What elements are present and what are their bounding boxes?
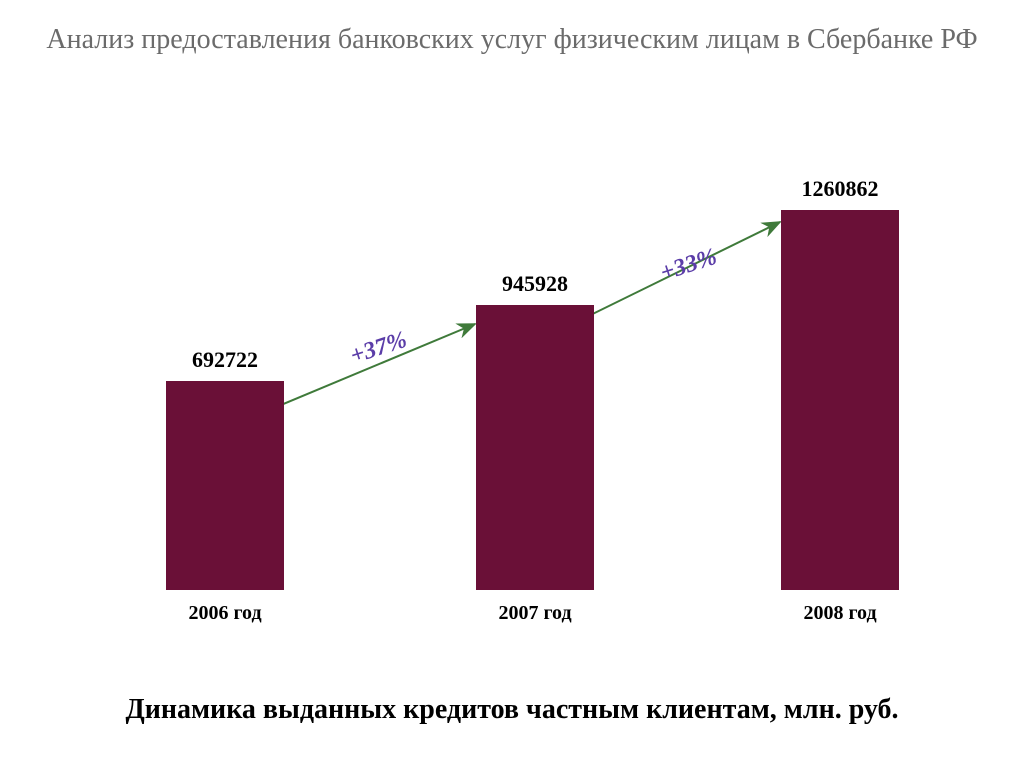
bar-x-label: 2007 год	[498, 602, 571, 625]
bar-1: 6927222006 год	[166, 381, 284, 590]
bar-x-label: 2006 год	[188, 602, 261, 625]
slide: Анализ предоставления банковских услуг ф…	[0, 0, 1024, 767]
bar-value-label: 692722	[192, 347, 258, 373]
growth-label-1: +37%	[347, 327, 410, 371]
bar-chart: 6927222006 год9459282007 год12608622008 …	[0, 130, 1024, 650]
bar-2: 9459282007 год	[476, 305, 594, 590]
bar-value-label: 1260862	[802, 176, 879, 202]
growth-label-2: +33%	[657, 244, 720, 288]
bar-value-label: 945928	[502, 271, 568, 297]
bar-3: 12608622008 год	[781, 210, 899, 590]
bar-x-label: 2008 год	[803, 602, 876, 625]
slide-subtitle: Динамика выданных кредитов частным клиен…	[0, 692, 1024, 727]
slide-title: Анализ предоставления банковских услуг ф…	[0, 22, 1024, 57]
